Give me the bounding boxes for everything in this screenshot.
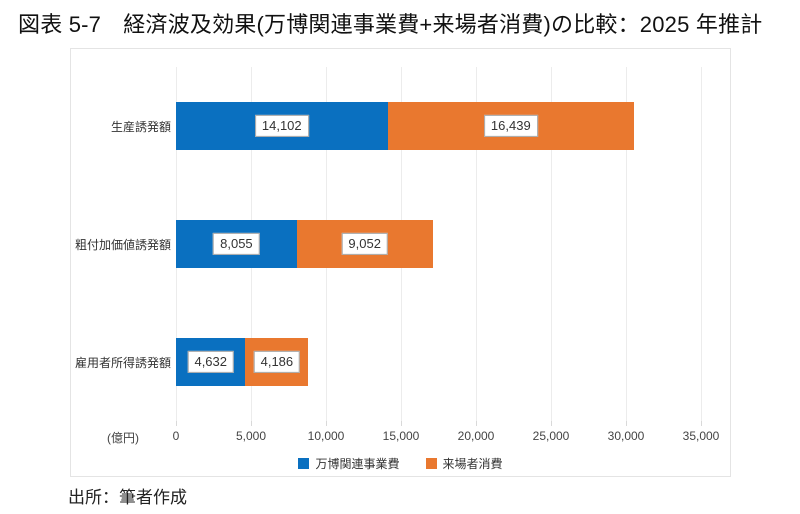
axis-tick (326, 421, 327, 426)
data-label: 4,632 (187, 350, 235, 374)
x-axis-tick-label: 15,000 (382, 429, 420, 443)
axis-tick (626, 421, 627, 426)
axis-tick (476, 421, 477, 426)
axis-tick (551, 421, 552, 426)
x-axis-tick-label: 20,000 (457, 429, 495, 443)
category-label: 粗付加価値誘発額 (74, 238, 171, 252)
x-axis-tick-label: 35,000 (682, 429, 720, 443)
data-label: 16,439 (483, 114, 538, 138)
axis-tick (401, 421, 402, 426)
legend-item: 来場者消費 (425, 455, 503, 472)
data-label: 14,102 (254, 114, 309, 138)
data-label: 4,186 (253, 350, 301, 374)
axis-unit-label: (億円) (107, 431, 139, 445)
legend-swatch (425, 458, 437, 469)
x-axis-tick-label: 25,000 (532, 429, 570, 443)
x-axis-tick-label: 5,000 (235, 429, 267, 443)
legend-swatch (298, 458, 310, 469)
gridline (551, 67, 552, 421)
legend-item: 万博関連事業費 (298, 455, 400, 472)
figure-title: 図表 5-7 経済波及効果(万博関連事業費+来場者消費)の比較：2025 年推計 (18, 12, 763, 37)
axis-tick (701, 421, 702, 426)
chart-area: 0 5,000 10,000 15,000 20,000 25,000 30,000 35,0… (70, 48, 731, 477)
legend-label: 来場者消費 (442, 457, 503, 471)
x-axis-tick-label: 30,000 (607, 429, 645, 443)
x-axis-tick-label: 10,000 (307, 429, 345, 443)
axis-tick (251, 421, 252, 426)
data-label: 8,055 (213, 232, 260, 256)
x-axis-tick-label: 0 (172, 429, 180, 443)
legend: 万博関連事業費 来場者消費 (71, 455, 730, 472)
gridline (626, 67, 627, 421)
category-label: 雇用者所得誘発額 (74, 356, 171, 370)
axis-tick (176, 421, 177, 426)
legend-label: 万博関連事業費 (315, 457, 400, 471)
data-label: 9,052 (341, 232, 388, 256)
gridline (701, 67, 702, 421)
category-label: 生産誘発額 (110, 120, 171, 134)
gridline (476, 67, 477, 421)
source-note: 出所：筆者作成 (68, 488, 187, 507)
